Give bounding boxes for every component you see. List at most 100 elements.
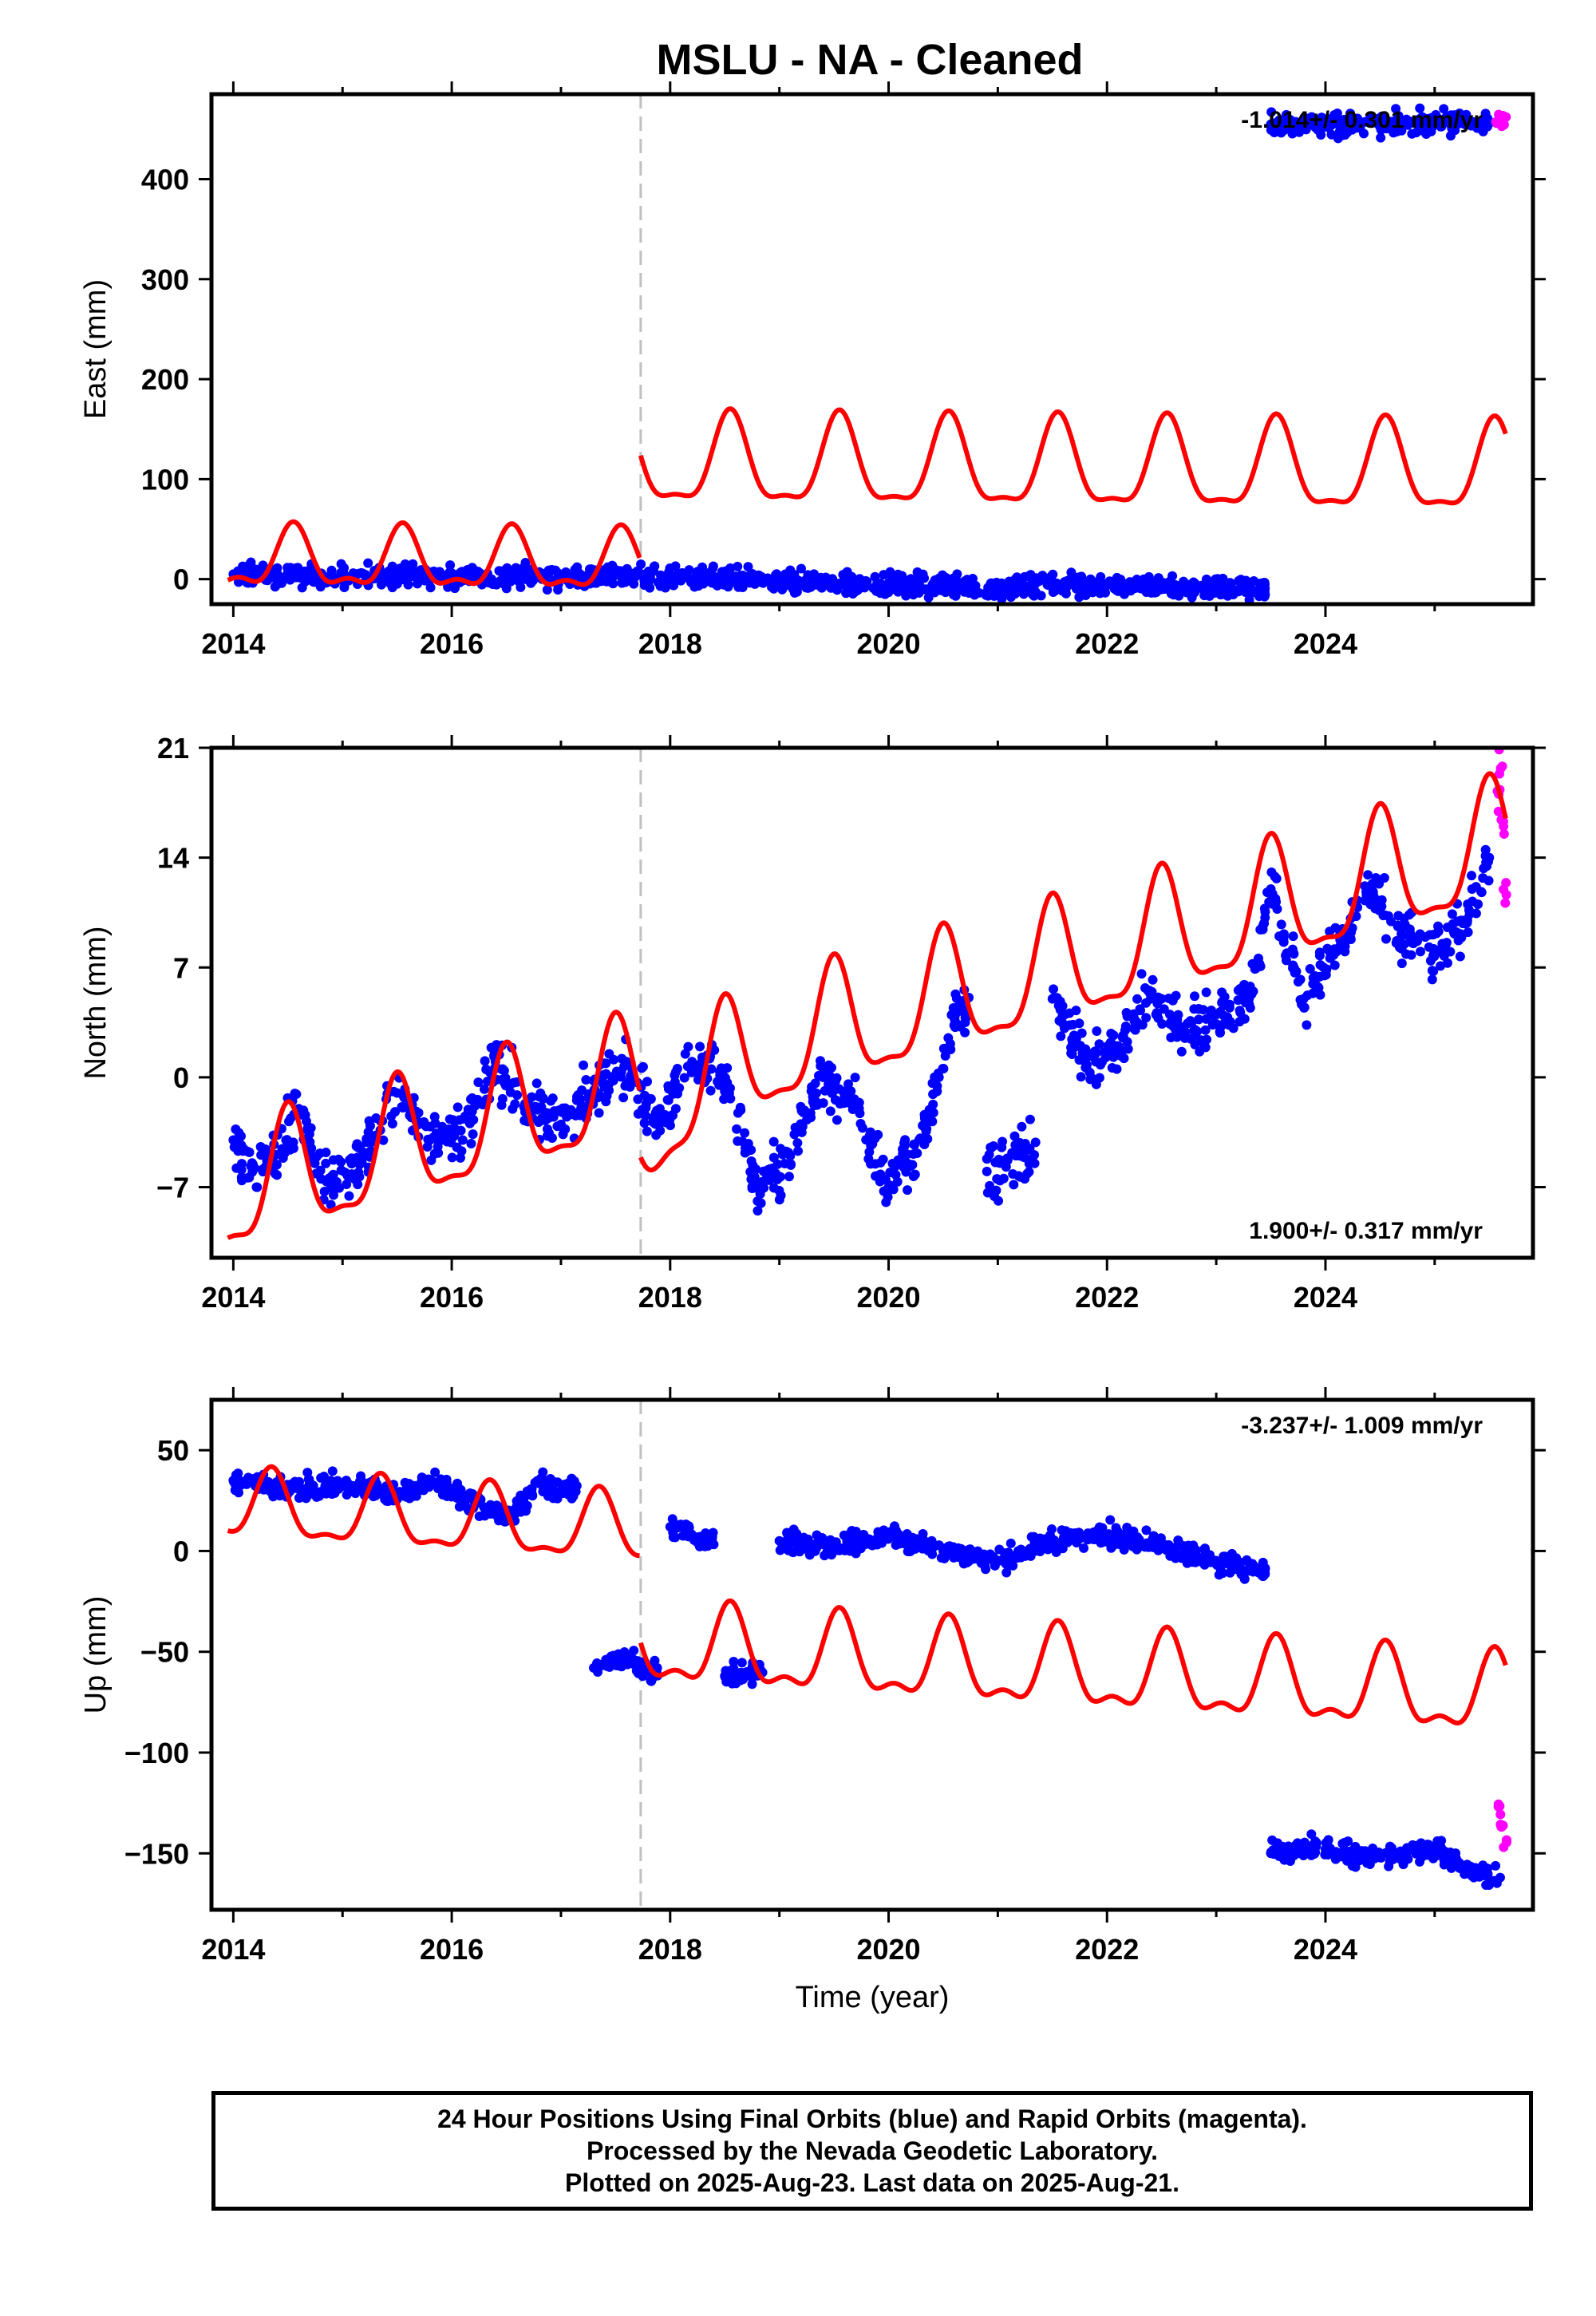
final-orbit-point [1224,999,1235,1010]
final-orbit-point [1295,974,1306,985]
page-title: MSLU - NA - Cleaned [656,36,1084,84]
final-orbit-point [1112,1041,1123,1051]
final-orbit-point [698,579,709,589]
final-orbit-point [993,1556,1003,1567]
final-orbit-point [610,570,621,580]
final-orbit-point [1009,1131,1020,1141]
final-orbit-point [466,1139,476,1149]
final-orbit-point [1432,928,1442,939]
final-orbit-point [1278,937,1289,947]
final-orbit-point [1495,1872,1505,1883]
final-orbit-point [1393,122,1404,132]
final-orbit-point [1299,1002,1310,1013]
x-tick-label: 2014 [201,627,265,660]
final-orbit-point [1094,1039,1104,1049]
final-orbit-point [336,1165,346,1176]
final-orbit-point [1407,128,1417,139]
final-orbit-point [413,1108,424,1118]
final-orbit-point [1189,1004,1199,1014]
final-orbit-point [829,578,839,588]
final-orbit-point [705,1535,716,1545]
final-orbit-point [283,1117,294,1127]
final-orbit-point [693,1063,703,1073]
final-orbit-point [1294,1848,1305,1858]
x-tick-label: 2024 [1294,1281,1357,1314]
final-orbit-point [1118,579,1128,589]
final-orbit-point [687,1057,697,1067]
x-tick-label: 2022 [1075,1933,1139,1966]
final-orbit-point [1244,1558,1254,1568]
final-orbit-point [436,1474,446,1484]
final-orbit-point [797,1535,808,1546]
final-orbit-point [720,1072,730,1082]
final-orbit-point [339,563,350,573]
final-orbit-point [1211,1556,1222,1567]
final-orbit-point [1375,1852,1385,1863]
final-orbit-point [1448,919,1458,929]
final-orbit-point [1174,581,1184,591]
final-orbit-point [1005,1538,1016,1548]
final-orbit-point [546,1096,556,1106]
final-orbit-point [1065,1528,1076,1538]
final-orbit-point [940,1050,950,1061]
final-orbit-point [998,1136,1008,1147]
final-orbit-point [1071,1034,1081,1044]
final-orbit-point [555,1485,566,1496]
final-orbit-point [1379,872,1389,883]
final-orbit-point [820,1085,830,1096]
final-orbit-point [646,1675,656,1686]
final-orbit-point [782,1528,792,1538]
final-orbit-point [733,579,744,590]
final-orbit-point [1180,1546,1191,1556]
final-orbit-point [829,1542,839,1552]
final-orbit-point [359,1151,369,1161]
final-orbit-point [878,1154,888,1164]
final-orbit-point [1091,1057,1101,1067]
final-orbit-point [828,1085,839,1096]
final-orbit-point [485,1508,496,1519]
final-orbit-point [1176,1046,1187,1057]
y-tick-label: 100 [141,463,189,496]
final-orbit-point [1068,1019,1078,1030]
final-orbit-point [620,577,630,587]
final-orbit-point [1235,1017,1245,1027]
final-orbit-point [501,572,512,583]
final-orbit-point [1393,920,1403,931]
final-orbit-point [542,1114,552,1124]
final-orbit-point [1022,1168,1033,1179]
final-orbit-point [1099,1047,1109,1057]
final-orbit-point [1080,591,1091,601]
final-orbit-point [1272,903,1282,914]
final-orbit-point [796,1101,806,1112]
y-tick-label: −50 [140,1636,189,1669]
final-orbit-point [1080,1057,1090,1067]
final-orbit-point [1450,125,1460,136]
final-orbit-point [603,576,614,587]
final-orbit-point [986,1142,996,1152]
final-orbit-point [445,560,456,571]
final-orbit-point [354,1172,365,1182]
rapid-orbit-points [1491,109,1511,132]
final-orbit-point [670,561,681,571]
panel-north: 2014 2016 2018 2020 2022 2024 −7 0 7 14 21 North (m… [79,732,1546,1314]
panel-frame [209,92,1535,607]
final-orbit-point [805,1108,816,1118]
final-orbit-point [392,1088,402,1098]
final-orbit-point [818,1098,828,1109]
final-orbit-point [990,1192,1000,1202]
final-orbit-point [1092,1525,1103,1535]
final-orbit-point [1401,949,1412,959]
final-orbit-point [994,1544,1005,1555]
final-orbit-point [1062,577,1073,587]
final-orbit-point [251,1182,262,1192]
final-orbit-points [228,844,1495,1216]
final-orbit-point [683,1531,693,1542]
final-orbit-points [228,1466,1505,1891]
final-orbit-point [705,1085,716,1096]
rapid-orbit-point [1499,1842,1509,1852]
final-orbit-point [1438,943,1448,954]
final-orbit-point [1057,1001,1068,1011]
final-orbit-point [575,1110,586,1120]
final-orbit-point [840,1543,851,1554]
x-tick-label: 2022 [1075,1281,1139,1314]
